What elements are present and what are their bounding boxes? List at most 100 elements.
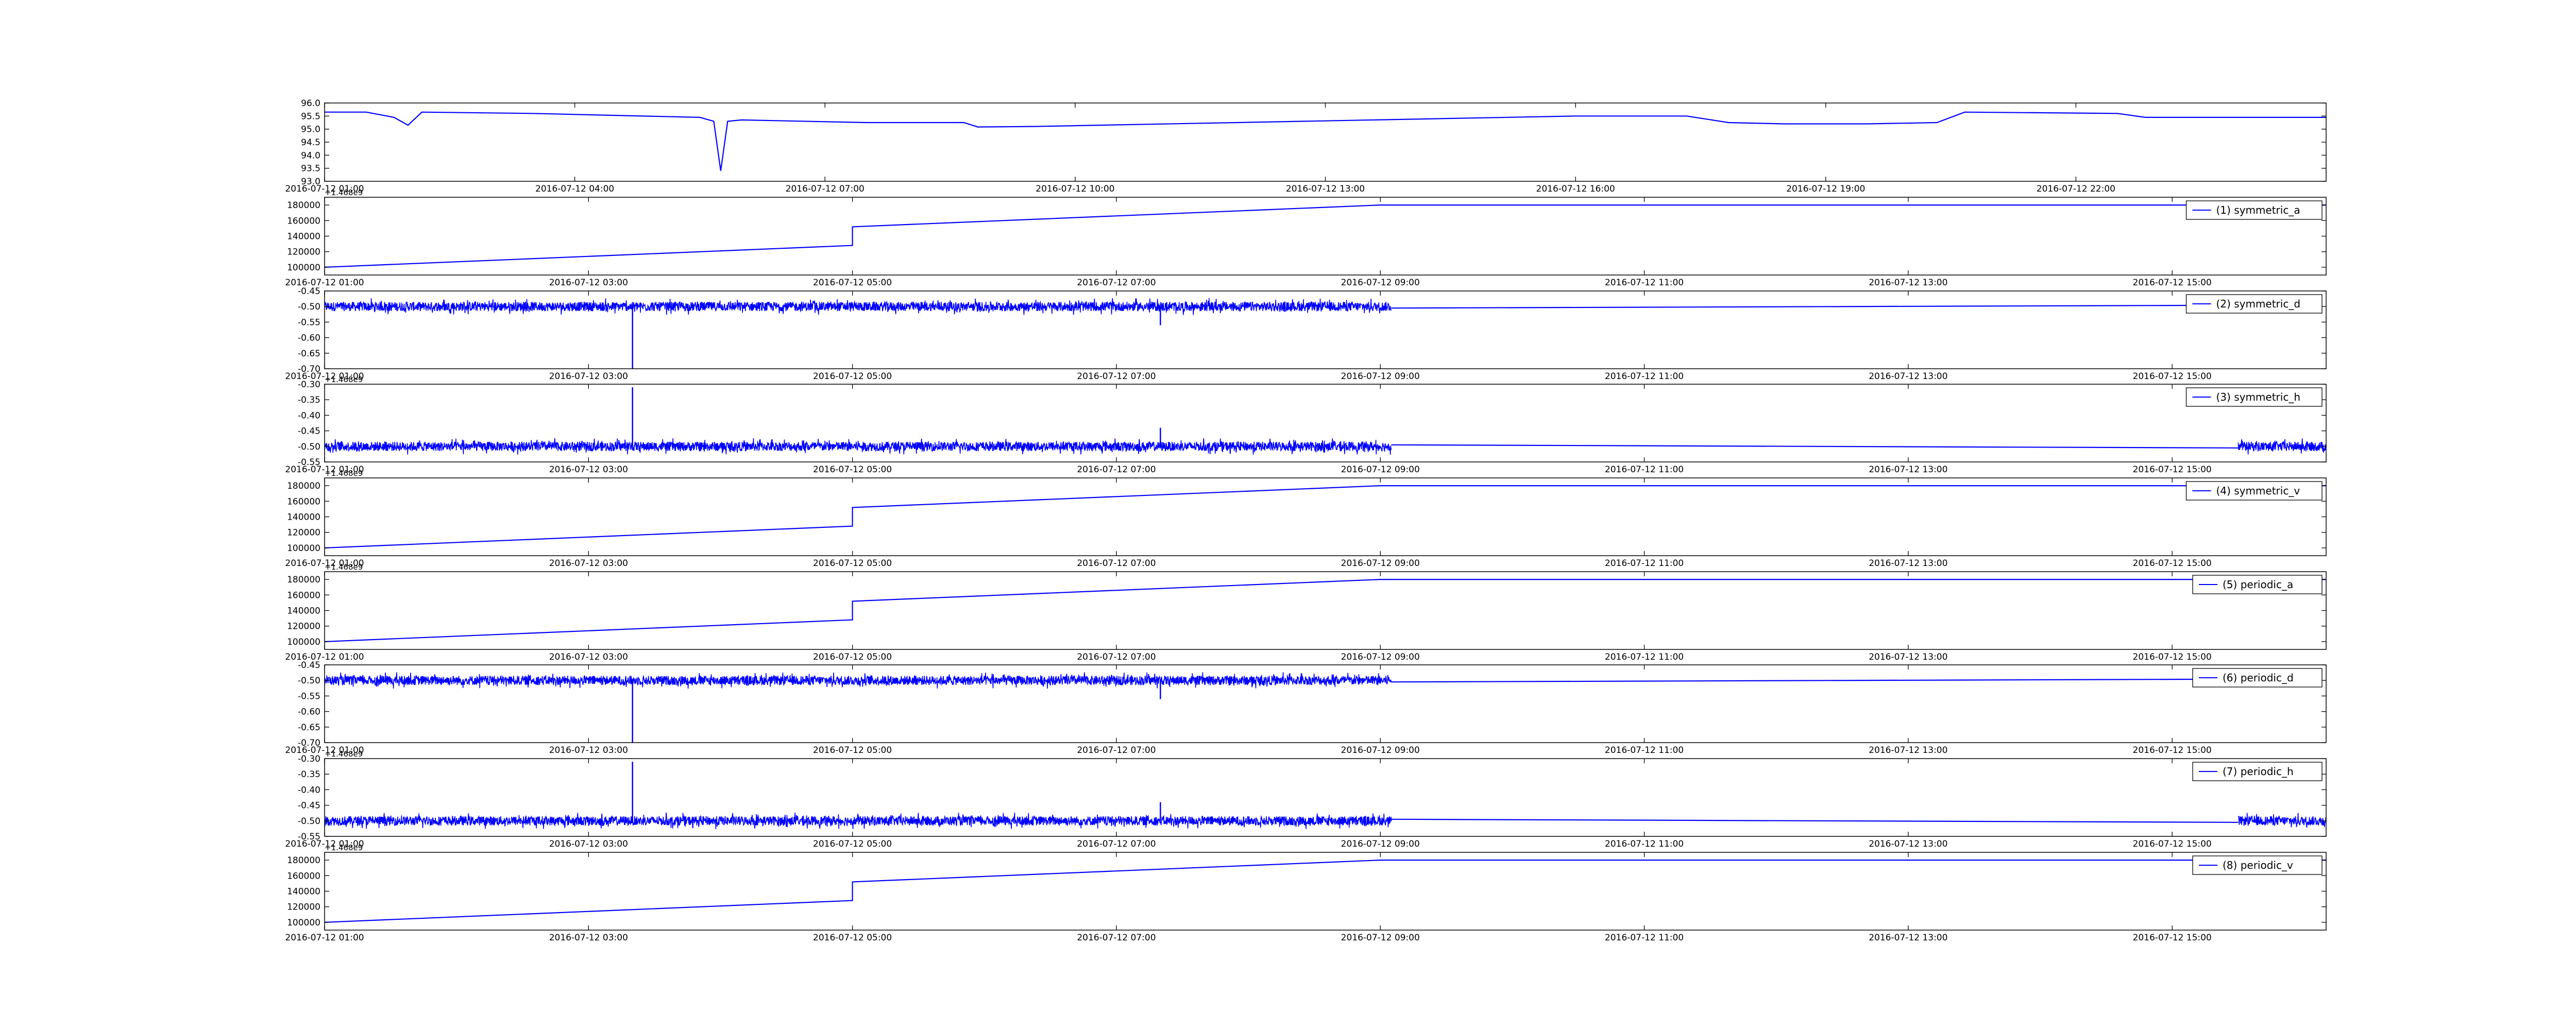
chart-panel-5: 100000 120000 140000 160000 180000 2016-07-12… (285, 469, 2327, 569)
y-tick-label: -0.50 (298, 816, 320, 827)
x-tick-label: 2016-07-12 13:00 (1869, 745, 1947, 756)
chart-panel-3: -0.70 -0.65 -0.60 -0.55 -0.50 -0.45 2016-07-12… (285, 286, 2327, 382)
axes-frame (324, 664, 2327, 743)
x-tick-label: 2016-07-12 01:00 (285, 465, 364, 475)
y-tick-label: 100000 (287, 543, 320, 554)
x-tick-label: 2016-07-12 11:00 (1605, 558, 1684, 569)
y-tick-label: -0.55 (298, 832, 320, 842)
x-tick-label: 2016-07-12 13:00 (1869, 652, 1947, 662)
x-tick-label: 2016-07-12 07:00 (1077, 371, 1156, 382)
y-tick-label: -0.50 (298, 676, 320, 686)
x-tick-label: 2016-07-12 03:00 (549, 558, 628, 569)
data-layer (325, 860, 2326, 923)
axis-offset-text: +1.468e9 (325, 843, 363, 852)
x-tick-label: 2016-07-12 15:00 (2133, 745, 2212, 756)
x-tick-label: 2016-07-12 07:00 (1077, 558, 1156, 569)
y-tick-label: -0.55 (298, 691, 320, 701)
x-tick-label: 2016-07-12 11:00 (1605, 371, 1684, 382)
legend-label: (6) periodic_d (2223, 672, 2294, 684)
x-tick-label: 2016-07-12 13:00 (1869, 278, 1947, 288)
x-tick-label: 2016-07-12 03:00 (549, 839, 628, 849)
x-tick-label: 2016-07-12 01:00 (285, 371, 364, 382)
y-tick-label: -0.50 (298, 302, 320, 312)
x-tick-label: 2016-07-12 15:00 (2133, 558, 2212, 569)
chart-panel-1: 93.0 93.5 94.0 94.5 95.0 95.5 96.0 2016-07-12 0… (285, 98, 2327, 194)
x-tick-label: 2016-07-12 01:00 (285, 558, 364, 569)
x-tick-label: 2016-07-12 07:00 (1077, 839, 1156, 849)
legend-label: (7) periodic_h (2223, 765, 2294, 778)
y-tick-label: -0.45 (298, 801, 320, 811)
x-tick-label: 2016-07-12 09:00 (1341, 839, 1420, 849)
x-tick-label: 2016-07-12 07:00 (1077, 652, 1156, 662)
x-tick-label: 2016-07-12 01:00 (285, 745, 364, 756)
data-layer (325, 579, 2326, 642)
x-tick-label: 2016-07-12 11:00 (1605, 933, 1684, 943)
x-tick-label: 2016-07-12 15:00 (2133, 465, 2212, 475)
x-tick-label: 2016-07-12 03:00 (549, 465, 628, 475)
legend-box (2192, 575, 2323, 594)
legend: (1) symmetric_a (2185, 200, 2323, 220)
x-tick-label: 2016-07-12 11:00 (1605, 465, 1684, 475)
axes-frame (324, 102, 2327, 182)
x-tick-label: 2016-07-12 05:00 (813, 371, 892, 382)
x-tick-label: 2016-07-12 07:00 (1077, 745, 1156, 756)
x-tick-label: 2016-07-12 13:00 (1286, 184, 1365, 194)
axis-offset-text: +1.468e9 (325, 749, 363, 759)
series-noise-1 (325, 298, 1392, 315)
y-tick-label: 120000 (287, 622, 320, 632)
legend-label: (2) symmetric_d (2216, 298, 2301, 310)
series-noise-1 (325, 672, 1392, 689)
x-tick-label: 2016-07-12 09:00 (1341, 465, 1420, 475)
x-tick-label: 2016-07-12 16:00 (1536, 184, 1615, 194)
y-tick-label: -0.70 (298, 738, 320, 748)
y-tick-label: 100000 (287, 263, 320, 273)
x-tick-label: 2016-07-12 05:00 (813, 465, 892, 475)
legend-label: (5) periodic_a (2223, 578, 2293, 591)
x-tick-label: 2016-07-12 05:00 (813, 839, 892, 849)
x-tick-label: 2016-07-12 10:00 (1036, 184, 1114, 194)
y-tick-label: -0.45 (298, 286, 320, 297)
legend: (7) periodic_h (2192, 762, 2323, 781)
series-noise-1 (325, 812, 1392, 829)
y-tick-label: -0.65 (298, 349, 320, 359)
x-tick-label: 2016-07-12 01:00 (285, 184, 364, 194)
legend-box (2185, 294, 2323, 314)
axes-frame (324, 290, 2327, 369)
series-noise-1 (2238, 813, 2326, 828)
x-tick-label: 2016-07-12 09:00 (1341, 652, 1420, 662)
x-tick-label: 2016-07-12 13:00 (1869, 839, 1947, 849)
x-tick-label: 2016-07-12 15:00 (2133, 278, 2212, 288)
y-tick-label: 95.0 (301, 125, 320, 135)
data-layer (325, 485, 2326, 548)
legend: (5) periodic_a (2192, 575, 2323, 594)
y-tick-label: 120000 (287, 247, 320, 258)
x-tick-label: 2016-07-12 07:00 (786, 184, 865, 194)
y-tick-label: 180000 (287, 855, 320, 866)
y-tick-label: 160000 (287, 590, 320, 600)
y-tick-label: -0.55 (298, 457, 320, 468)
y-tick-label: 180000 (287, 200, 320, 211)
series-noise-1 (325, 438, 1392, 455)
legend: (2) symmetric_d (2185, 294, 2323, 314)
y-tick-label: -0.50 (298, 442, 320, 452)
y-tick-label: -0.35 (298, 769, 320, 780)
legend-label: (3) symmetric_h (2216, 391, 2301, 403)
series-noise-1 (2238, 438, 2326, 455)
y-tick-label: -0.60 (298, 333, 320, 344)
x-tick-label: 2016-07-12 13:00 (1869, 465, 1947, 475)
axes-frame (324, 571, 2327, 650)
x-tick-label: 2016-07-12 01:00 (285, 278, 364, 288)
y-tick-label: 180000 (287, 575, 320, 585)
y-tick-label: 120000 (287, 528, 320, 538)
x-tick-label: 2016-07-12 11:00 (1605, 839, 1684, 849)
x-tick-label: 2016-07-12 13:00 (1869, 371, 1947, 382)
x-tick-label: 2016-07-12 19:00 (1786, 184, 1865, 194)
axis-offset-text: +1.468e9 (325, 562, 363, 572)
x-tick-label: 2016-07-12 01:00 (285, 933, 364, 943)
series-line-1 (325, 485, 2326, 548)
y-tick-label: -0.65 (298, 723, 320, 733)
y-tick-label: -0.55 (298, 317, 320, 328)
x-tick-label: 2016-07-12 03:00 (549, 652, 628, 662)
y-tick-label: 94.0 (301, 150, 320, 161)
